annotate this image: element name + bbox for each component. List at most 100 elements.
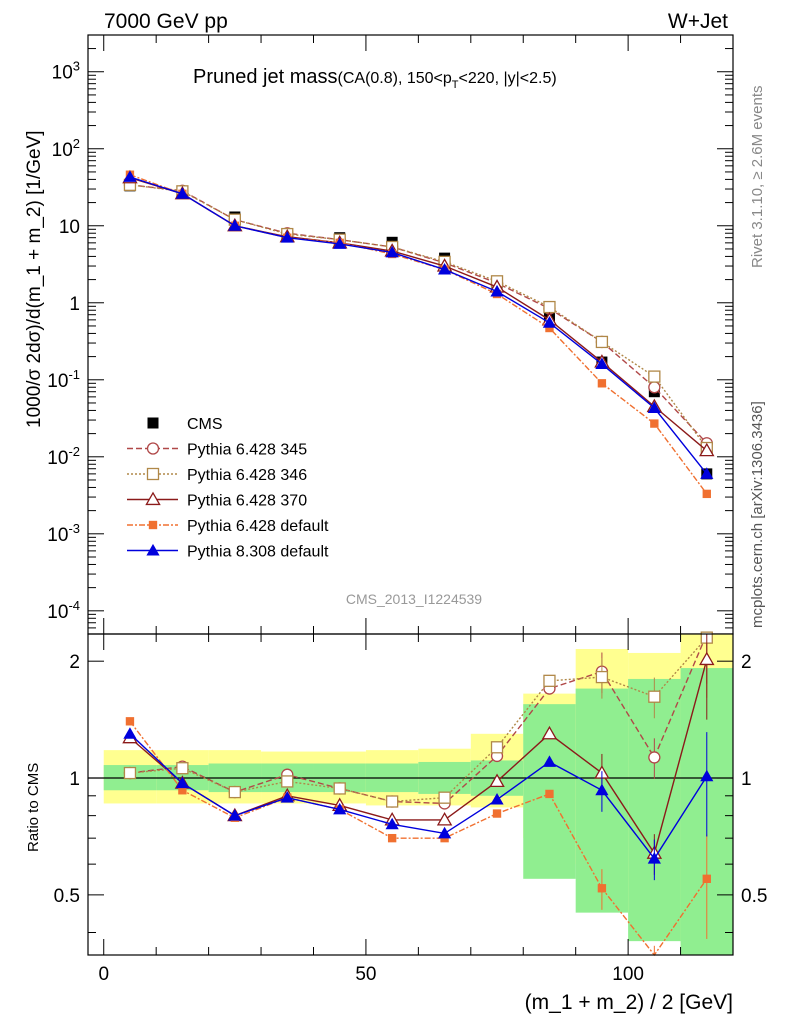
legend-entry: Pythia 6.428 346 [127,467,307,484]
mc-ratio-point [437,826,452,839]
mc-series-line [129,176,708,475]
mc-series-point [385,245,399,258]
mc-ratio-point [228,809,242,821]
mc-ratio-point [543,674,556,687]
mc-ratio-point [436,812,453,826]
mc-series-point [123,170,137,182]
mc-ratio-point [545,789,554,799]
legend-label: Pythia 6.428 346 [187,467,307,484]
mc-series-point [597,379,607,388]
mc-ratio-series-2 [123,631,713,808]
legend-marker [148,520,158,530]
legend-marker [145,491,161,506]
mc-series-point [542,316,557,328]
mc-series-point [595,335,609,349]
mc-series-3 [122,169,715,457]
mc-series-line [129,174,708,495]
legend-entry: Pythia 6.428 default [127,518,329,535]
mc-series-point [699,442,715,457]
ratio-axis-label: Ratio to CMS [25,763,42,852]
process-label: W+Jet [668,10,728,33]
legend-label: Pythia 6.428 default [187,518,329,535]
y-tick-label: 10 [59,217,80,238]
ratio-tick-label-right: 0.5 [741,886,767,907]
y-tick-label: 10-3 [47,521,80,546]
legend-marker [146,442,160,455]
mc-series-line [129,184,708,449]
mc-series-1 [123,178,713,450]
plot-title-sub: (CA(0.8), 150<p [338,70,452,87]
ratio-tick-label-right: 2 [741,652,752,673]
cms-data-series [124,180,713,480]
y-tick-label: 10-1 [47,367,80,392]
legend-label: Pythia 6.428 345 [187,442,307,459]
mc-ratio-point [595,783,609,796]
analysis-label: CMS_2013_I1224539 [346,591,482,607]
mc-ratio-point [700,769,714,782]
mc-ratio-point [595,670,609,684]
legend-marker [146,467,160,481]
legend-label: Pythia 6.428 370 [187,493,307,510]
plot-title-sub-T: T [452,79,459,91]
mc-ratio-point [542,755,557,767]
x-tick-label: 0 [98,964,109,985]
mc-ratio-line [129,733,708,860]
mc-ratio-series-5 [123,727,714,881]
mc-ratio-point [228,785,241,799]
mc-series-point [437,262,452,275]
mc-ratio-point [438,791,451,804]
mc-ratio-point [699,651,715,666]
mc-ratio-point [647,852,661,864]
mc-series-point [490,284,504,297]
legend: CMS Pythia 6.428 345 Pythia 6.428 346 Pythi… [127,416,329,561]
rivet-version-label: Rivet 3.1.10, ≥ 2.6M events [749,86,766,269]
mc-series-point [175,187,189,199]
collision-label: 7000 GeV pp [104,10,228,33]
mc-ratio-point [123,727,137,739]
mc-ratio-point [333,782,346,795]
mc-series-point [543,300,556,314]
mc-series-point [702,489,711,499]
mc-ratio-point [492,809,502,818]
mc-series-point [648,381,661,394]
mc-series-point [648,370,661,383]
mc-series-point [650,419,659,428]
ratio-tick-label: 0.5 [54,886,80,907]
mc-series-point [595,357,609,370]
mc-ratio-line [129,637,708,803]
y-tick-label: 102 [52,136,80,161]
mc-ratio-point [385,795,399,808]
legend-entry: Pythia 8.308 default [127,544,329,561]
mc-ratio-point [648,751,661,764]
mc-series-5 [123,170,714,479]
mc-ratio-point [280,791,294,803]
mc-ratio-point [648,690,661,703]
main-plot-panel: 10-4 10-3 10-2 10-1 1 10 102 103 Pruned jet mas… [24,34,734,635]
mc-ratio-point [597,884,607,893]
y-tick-label: 10-4 [47,598,80,623]
mc-ratio-point [281,775,294,788]
stat-uncertainty-band [628,678,681,942]
mc-ratio-line [129,720,708,957]
mc-ratio-point [387,833,397,843]
mc-ratio-point [333,802,347,815]
mc-ratio-point [123,766,137,780]
mc-series-point [333,237,347,249]
mc-series-point [545,323,554,333]
mc-ratio-point [385,817,399,830]
mc-ratio-point [490,741,504,754]
x-tick-label: 100 [612,964,644,985]
y-tick-label: 103 [52,59,80,84]
mc-series-point [228,219,242,231]
mc-ratio-point [490,792,504,805]
x-axis-label: (m_1 + m_2) / 2 [GeV] [525,991,733,1014]
mc-ratio-point [489,773,505,788]
mc-ratio-point [178,786,187,795]
mc-series-point [647,401,661,413]
ratio-tick-label: 2 [69,652,80,673]
mc-series-line [129,177,708,452]
mc-series-line [129,184,708,444]
y-tick-label: 1 [69,294,80,315]
y-axis-label: 1000/σ 2dσ)/d(m_1 + m_2) [1/GeV] [24,130,45,428]
